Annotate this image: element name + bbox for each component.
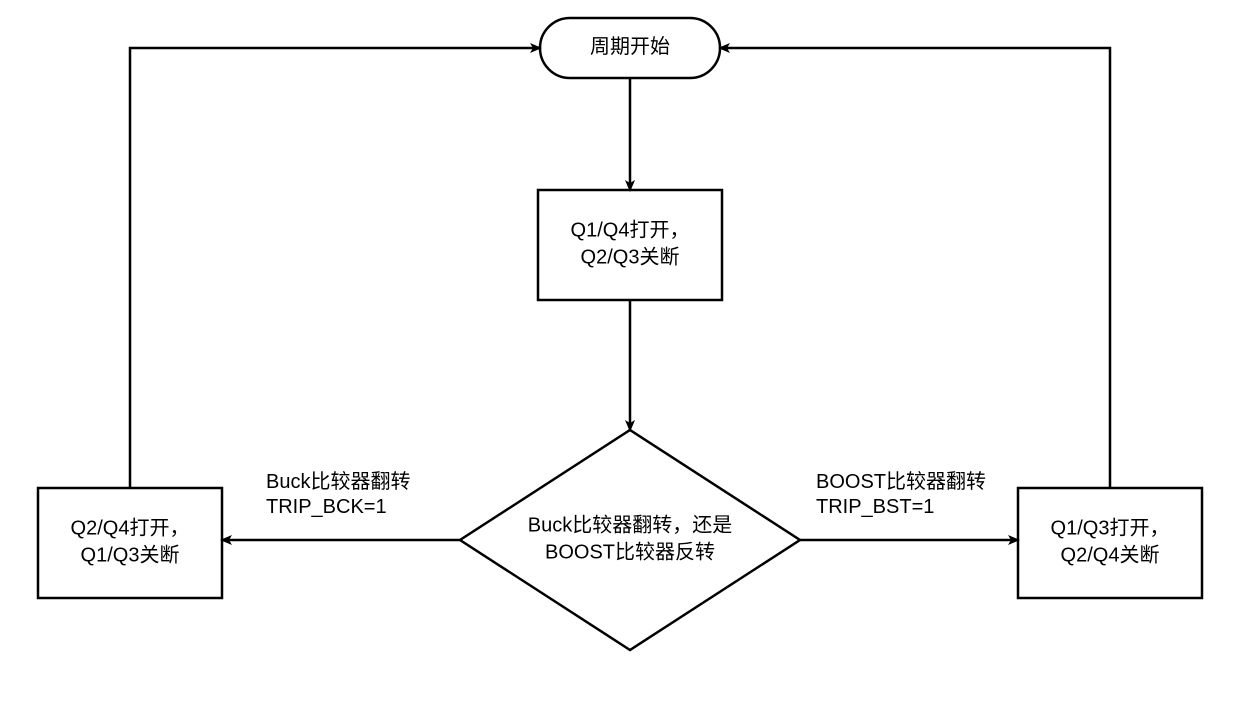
node-process_right: Q1/Q3打开，Q2/Q4关断 bbox=[1018, 488, 1202, 598]
edge-e_dec_to_right-label: BOOST比较器翻转TRIP_BST=1 bbox=[816, 470, 986, 518]
edge-e_dec_to_right: BOOST比较器翻转TRIP_BST=1 bbox=[800, 470, 1018, 540]
node-process_top: Q1/Q4打开，Q2/Q3关断 bbox=[538, 190, 722, 300]
node-start-label: 周期开始 bbox=[590, 35, 670, 58]
edge-e_dec_to_left-label: Buck比较器翻转TRIP_BCK=1 bbox=[266, 470, 410, 518]
node-start: 周期开始 bbox=[540, 18, 720, 78]
node-decision: Buck比较器翻转，还是BOOST比较器反转 bbox=[460, 430, 800, 650]
flowchart-canvas: 周期开始 Q1/Q4打开，Q2/Q3关断 Buck比较器翻转，还是BOOST比较器反… bbox=[0, 0, 1240, 722]
edge-e_right_to_start bbox=[720, 48, 1110, 488]
edge-e_left_to_start bbox=[130, 48, 540, 488]
node-process_left: Q2/Q4打开，Q1/Q3关断 bbox=[38, 488, 222, 598]
edge-e_dec_to_left: Buck比较器翻转TRIP_BCK=1 bbox=[222, 470, 460, 540]
